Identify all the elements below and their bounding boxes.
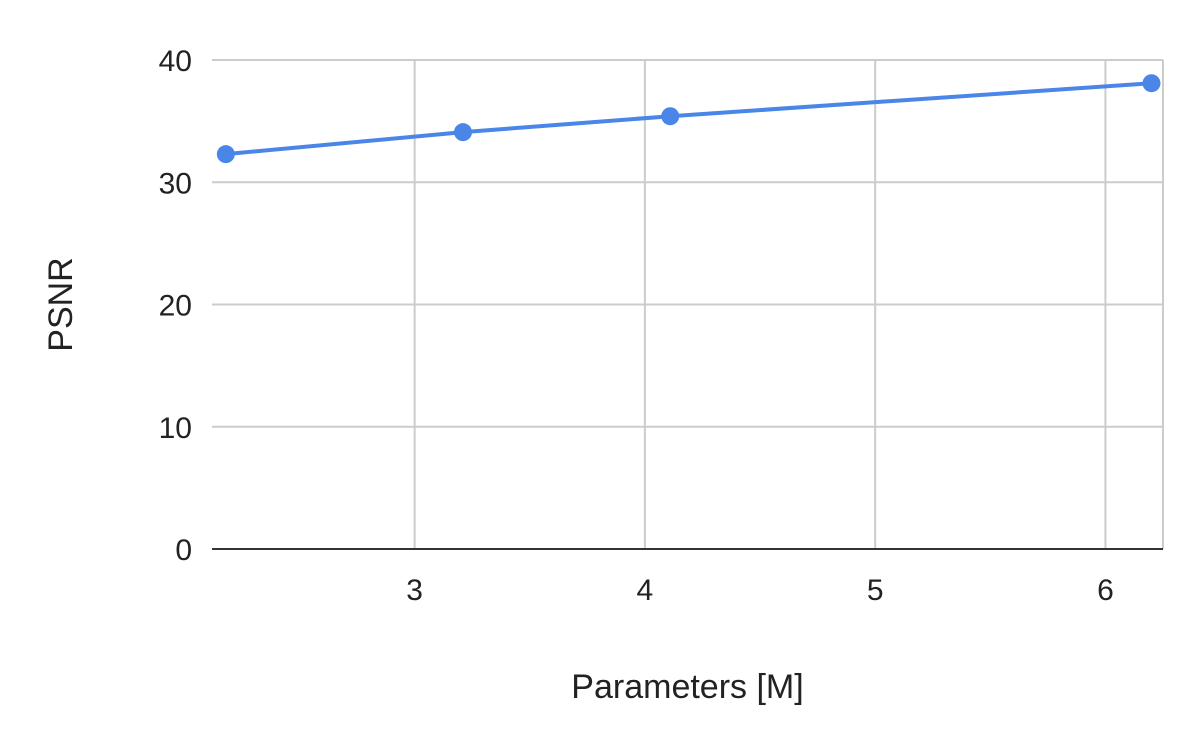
x-tick-label: 3	[406, 574, 423, 607]
x-tick-label: 4	[637, 574, 654, 607]
x-tick-label: 6	[1097, 574, 1114, 607]
series	[216, 74, 1161, 164]
grid	[212, 59, 1164, 549]
y-tick-label: 40	[159, 45, 192, 78]
y-axis-title: PSNR	[42, 257, 80, 351]
data-point[interactable]	[453, 123, 472, 142]
data-point[interactable]	[1142, 74, 1161, 93]
data-point[interactable]	[216, 145, 235, 164]
y-tick-label: 10	[159, 412, 192, 445]
tick-labels: 0 10 20 30 40 3 4 5 6	[159, 45, 1114, 607]
x-tick-label: 5	[867, 574, 884, 607]
data-point[interactable]	[661, 107, 680, 126]
series-line	[225, 81, 1152, 157]
y-tick-label: 30	[159, 167, 192, 200]
x-axis-title: Parameters [M]	[571, 668, 803, 706]
y-tick-label: 0	[175, 534, 192, 567]
y-tick-label: 20	[159, 290, 192, 323]
